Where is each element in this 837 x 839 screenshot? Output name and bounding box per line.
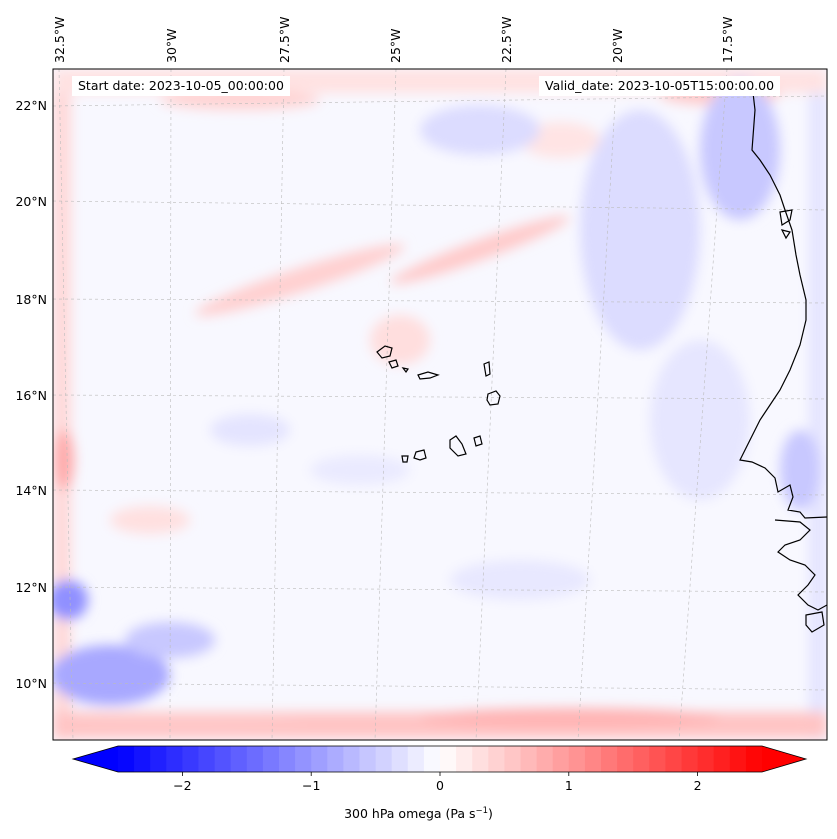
colorbar-segment: [584, 746, 602, 772]
colorbar-segment: [552, 746, 570, 772]
colorbar-segment: [262, 746, 280, 772]
colorbar-label-text: 300 hPa omega (Pa s: [344, 806, 476, 822]
colorbar-segment: [359, 746, 377, 772]
colorbar-segment: [166, 746, 183, 772]
colorbar-segment: [150, 746, 167, 772]
cape-verde-islands: [376, 345, 501, 463]
colorbar-segment: [391, 746, 409, 772]
colorbar-outline: [71, 745, 808, 773]
colorbar-segment: [488, 746, 505, 772]
colorbar-segment: [681, 746, 699, 772]
lat-label: 18°N: [15, 292, 47, 307]
colorbar-segment: [407, 746, 425, 772]
colorbar-segment: [311, 746, 328, 772]
colorbar-segment: [665, 746, 683, 772]
colorbar-segment: [713, 746, 731, 772]
colorbar-segment: [649, 746, 666, 772]
lon-label: 25°W: [388, 28, 403, 63]
start-date-label: Start date: 2023-10-05_00:00:00: [72, 76, 290, 96]
lat-label: 10°N: [15, 676, 47, 691]
colorbar-segment: [472, 746, 489, 772]
colorbar-tick-label: −2: [173, 778, 191, 793]
colorbar-extend-max: [762, 746, 806, 772]
lon-label: 27.5°W: [277, 17, 292, 63]
colorbar-segment: [536, 746, 554, 772]
africa-coastline: [739, 83, 827, 519]
colorbar-tick-label: 0: [436, 778, 444, 793]
colorbar-extend-min: [73, 746, 118, 772]
colorbar-tick-label: 1: [565, 778, 573, 793]
colorbar-segment: [343, 746, 361, 772]
latitude-labels: 22°N 20°N 18°N 16°N 14°N 12°N 10°N: [15, 98, 47, 691]
coastline: [739, 83, 827, 633]
colorbar-segment: [568, 746, 586, 772]
colorbar-segment: [617, 746, 634, 772]
map-frame: [52, 68, 828, 741]
omega-field: [53, 69, 827, 740]
lon-label: 32.5°W: [52, 17, 67, 63]
longitude-labels: 32.5°W 30°W 27.5°W 25°W 22.5°W 20°W 17.5…: [52, 17, 735, 63]
colorbar-segment: [327, 746, 344, 772]
colorbar-segment: [134, 746, 151, 772]
colorbar-tick-label: 2: [694, 778, 702, 793]
colorbar-segment: [745, 746, 763, 772]
colorbar-segment: [456, 746, 473, 772]
lat-label: 22°N: [15, 98, 47, 113]
colorbar-segment: [423, 746, 441, 772]
colorbar-segment: [214, 746, 232, 772]
colorbar-tick-label: −1: [302, 778, 320, 793]
lon-label: 22.5°W: [499, 17, 514, 63]
colorbar-segment: [230, 746, 248, 772]
gridlines: [53, 69, 827, 740]
lat-label: 14°N: [15, 483, 47, 498]
colorbar-label-close: ): [488, 806, 493, 822]
colorbar-segment: [520, 746, 538, 772]
colorbar-segment: [601, 746, 618, 772]
colorbar-label: 300 hPa omega (Pa s−1): [0, 806, 837, 821]
colorbar-segment: [246, 746, 264, 772]
colorbar-segment: [295, 746, 312, 772]
colorbar-segment: [504, 746, 522, 772]
lat-label: 16°N: [15, 388, 47, 403]
lat-label: 12°N: [15, 580, 47, 595]
valid-date-label: Valid_date: 2023-10-05T15:00:00.00: [539, 76, 781, 96]
lat-label: 20°N: [15, 194, 47, 209]
colorbar-segment: [697, 746, 715, 772]
lon-label: 30°W: [164, 28, 179, 63]
lon-label: 20°W: [610, 28, 625, 63]
colorbar-segment: [118, 746, 135, 772]
lon-label: 17.5°W: [720, 17, 735, 63]
colorbar-segment: [182, 746, 200, 772]
colorbar-segment: [440, 746, 457, 772]
colorbar-segment: [375, 746, 393, 772]
colorbar-label-exponent: −1: [475, 806, 489, 816]
colorbar-segment: [729, 746, 747, 772]
colorbar-segment: [633, 746, 650, 772]
colorbar-segment: [279, 746, 296, 772]
colorbar-segment: [198, 746, 216, 772]
colorbar: −2 −1 0 1 2: [71, 745, 808, 793]
